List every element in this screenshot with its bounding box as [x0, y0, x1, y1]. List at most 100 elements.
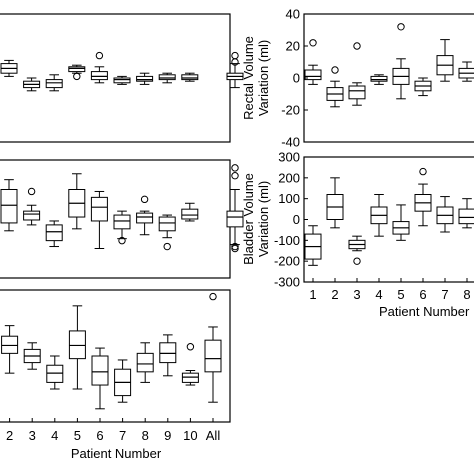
outlier-point	[309, 39, 317, 47]
box-iqr	[226, 210, 244, 228]
xtick-label: 10	[183, 428, 197, 443]
box-2	[23, 187, 41, 226]
box-1	[304, 225, 322, 266]
xtick-label: 4	[51, 428, 58, 443]
box-7	[436, 39, 454, 82]
box-iqr	[68, 330, 86, 360]
box-iqr	[159, 342, 177, 364]
outlier-point	[231, 164, 239, 172]
xtick-label: 9	[164, 428, 171, 443]
box-iqr	[68, 66, 86, 73]
ytick-label: 40	[286, 7, 300, 22]
box-4	[46, 355, 64, 390]
xtick-label: 8	[142, 428, 149, 443]
panel-mid-right-xlabel: Patient Number	[379, 304, 470, 319]
box-iqr	[304, 69, 322, 81]
ytick-label: 0	[293, 71, 300, 86]
xtick-label: 3	[353, 287, 360, 302]
outlier-point	[118, 236, 126, 245]
box-4	[370, 74, 388, 85]
box-2	[326, 177, 344, 229]
box-iqr	[348, 85, 366, 100]
box-6	[414, 77, 432, 97]
panel-top-right-marks	[304, 23, 474, 108]
outlier-point	[209, 292, 217, 301]
panel-mid-left	[0, 159, 244, 279]
outlier-point	[231, 242, 239, 251]
xtick-label: 5	[397, 287, 404, 302]
box-iqr	[136, 352, 154, 373]
box-2	[1, 325, 19, 374]
outlier-point	[397, 23, 405, 31]
panel-top-right-yticks: -40 -20 0 20 40	[281, 7, 308, 150]
ytick-label: -20	[281, 103, 300, 118]
xtick-label: 2	[331, 287, 338, 302]
box-7	[136, 195, 154, 236]
box-4	[68, 173, 86, 230]
outlier-point	[95, 51, 104, 60]
box-3	[348, 235, 366, 265]
box-8	[136, 342, 154, 383]
outlier-point	[140, 195, 149, 204]
box-iqr	[0, 189, 18, 224]
box-iqr	[181, 208, 199, 220]
box-iqr	[136, 212, 154, 224]
box-iqr	[113, 214, 131, 230]
box-iqr	[45, 224, 63, 242]
panel-mid-right-marks	[304, 167, 474, 266]
panel-bottom-left-xlabel: Patient Number	[71, 446, 162, 461]
panel-bottom-left-xticks: 12345678910All	[6, 418, 221, 443]
box-iqr	[136, 75, 154, 82]
outlier-point	[353, 42, 361, 50]
outlier-point	[419, 167, 427, 176]
box-iqr	[181, 372, 199, 383]
xtick-label: 1	[309, 287, 316, 302]
ytick-label: 0	[293, 212, 300, 227]
outlier-point	[73, 72, 81, 81]
box-7	[436, 196, 454, 233]
outlier-point	[231, 172, 239, 180]
box-8	[158, 72, 176, 84]
box-6	[414, 167, 432, 227]
outlier-point	[27, 187, 36, 196]
box-6	[113, 210, 131, 245]
box-3	[45, 74, 63, 92]
box-1	[0, 59, 18, 77]
xtick-label: 6	[96, 428, 103, 443]
xtick-label: All	[206, 428, 221, 443]
box-3	[23, 342, 41, 370]
outlier-point	[163, 242, 171, 251]
box-5	[68, 305, 86, 390]
box-2	[326, 66, 344, 108]
box-8	[458, 198, 474, 229]
panel-mid-right-ylabel-line1: Bladder Volume	[241, 173, 256, 265]
box-9	[181, 202, 199, 222]
panel-top-left-marks	[0, 51, 244, 92]
xtick-label: 7	[119, 428, 126, 443]
ytick-label: -100	[274, 233, 300, 248]
xtick-label: 7	[441, 287, 448, 302]
box-1	[304, 39, 322, 85]
ytick-label: 100	[278, 191, 300, 206]
panel-top-right: -40 -20 0 20 40 Rectal Volume Variation (ml)	[241, 7, 474, 150]
box-iqr	[158, 74, 176, 81]
box-iqr	[458, 208, 474, 225]
outlier-point	[331, 66, 339, 74]
panel-mid-left-marks	[0, 164, 244, 253]
box-3	[348, 42, 366, 106]
xtick-label: 2	[6, 428, 13, 443]
panel-bottom-left: 12345678910All Patient Number	[0, 289, 231, 461]
box-iqr	[90, 196, 108, 222]
outlier-point	[231, 244, 239, 253]
ytick-label: 300	[278, 150, 300, 165]
xtick-label: 5	[74, 428, 81, 443]
box-1	[0, 179, 18, 232]
box-8	[458, 61, 474, 82]
panel-bottom-left-marks	[1, 292, 222, 410]
box-All	[226, 51, 244, 89]
outlier-point	[353, 257, 361, 265]
panel-mid-right-ylabel-line2: Variation (ml)	[256, 181, 271, 257]
box-6	[91, 347, 109, 410]
